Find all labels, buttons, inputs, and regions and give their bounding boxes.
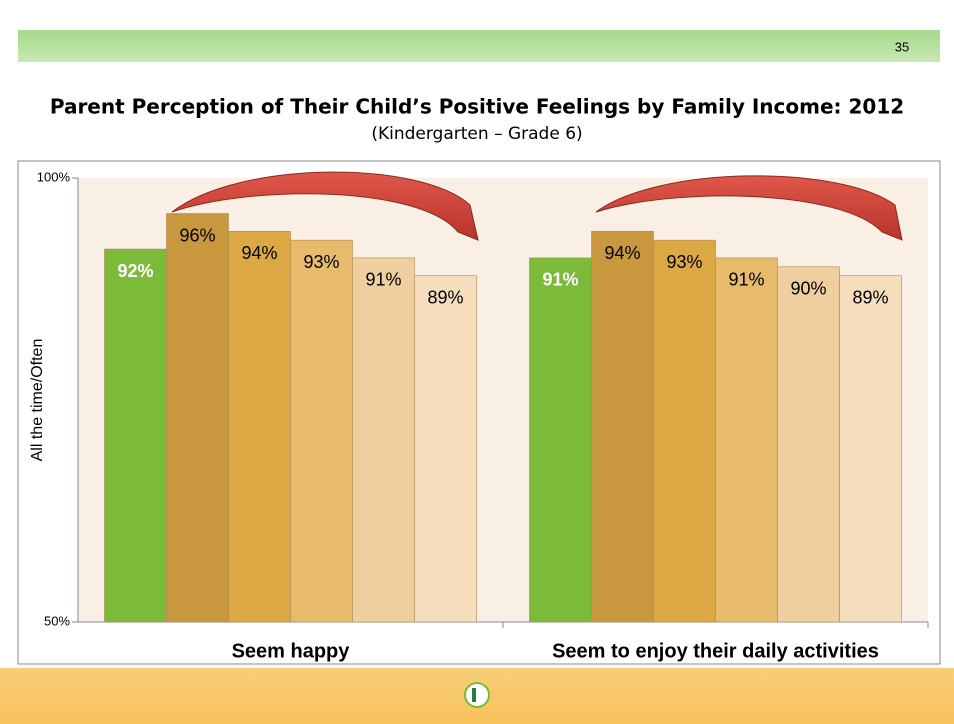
data-label: 93% [666,252,702,272]
data-label: 89% [852,287,888,307]
chart-title: Parent Perception of Their Child’s Posit… [50,95,904,119]
bar [715,257,778,623]
bar [414,275,477,623]
data-label: 93% [303,252,339,272]
bar [166,213,229,623]
bar [591,230,654,623]
data-label: 92% [117,261,153,281]
bar [104,248,167,623]
bar [777,266,840,623]
bar [228,230,291,623]
data-label: 94% [241,243,277,263]
y-tick-label: 100% [37,169,71,184]
x-tick-label: Seem happy [232,640,351,662]
trend-arrow [595,175,903,241]
y-axis-label: All the time/Often [29,339,46,462]
logo [464,682,490,708]
trend-arrow [171,171,479,241]
data-label: 91% [542,270,578,290]
bar [839,275,902,623]
page-number: 35 [895,39,909,54]
bar [653,239,716,623]
data-label: 96% [179,225,215,245]
data-label: 90% [790,279,826,299]
data-label: 89% [427,287,463,307]
x-tick-label: Seem to enjoy their daily activities [552,640,879,662]
bar [352,257,415,623]
bar [529,257,592,623]
header-band [18,30,940,62]
data-label: 91% [728,270,764,290]
data-label: 91% [365,270,401,290]
y-tick-label: 50% [44,613,70,628]
bar [290,239,353,623]
chart-subtitle: (Kindergarten – Grade 6) [371,124,582,144]
data-label: 94% [604,243,640,263]
